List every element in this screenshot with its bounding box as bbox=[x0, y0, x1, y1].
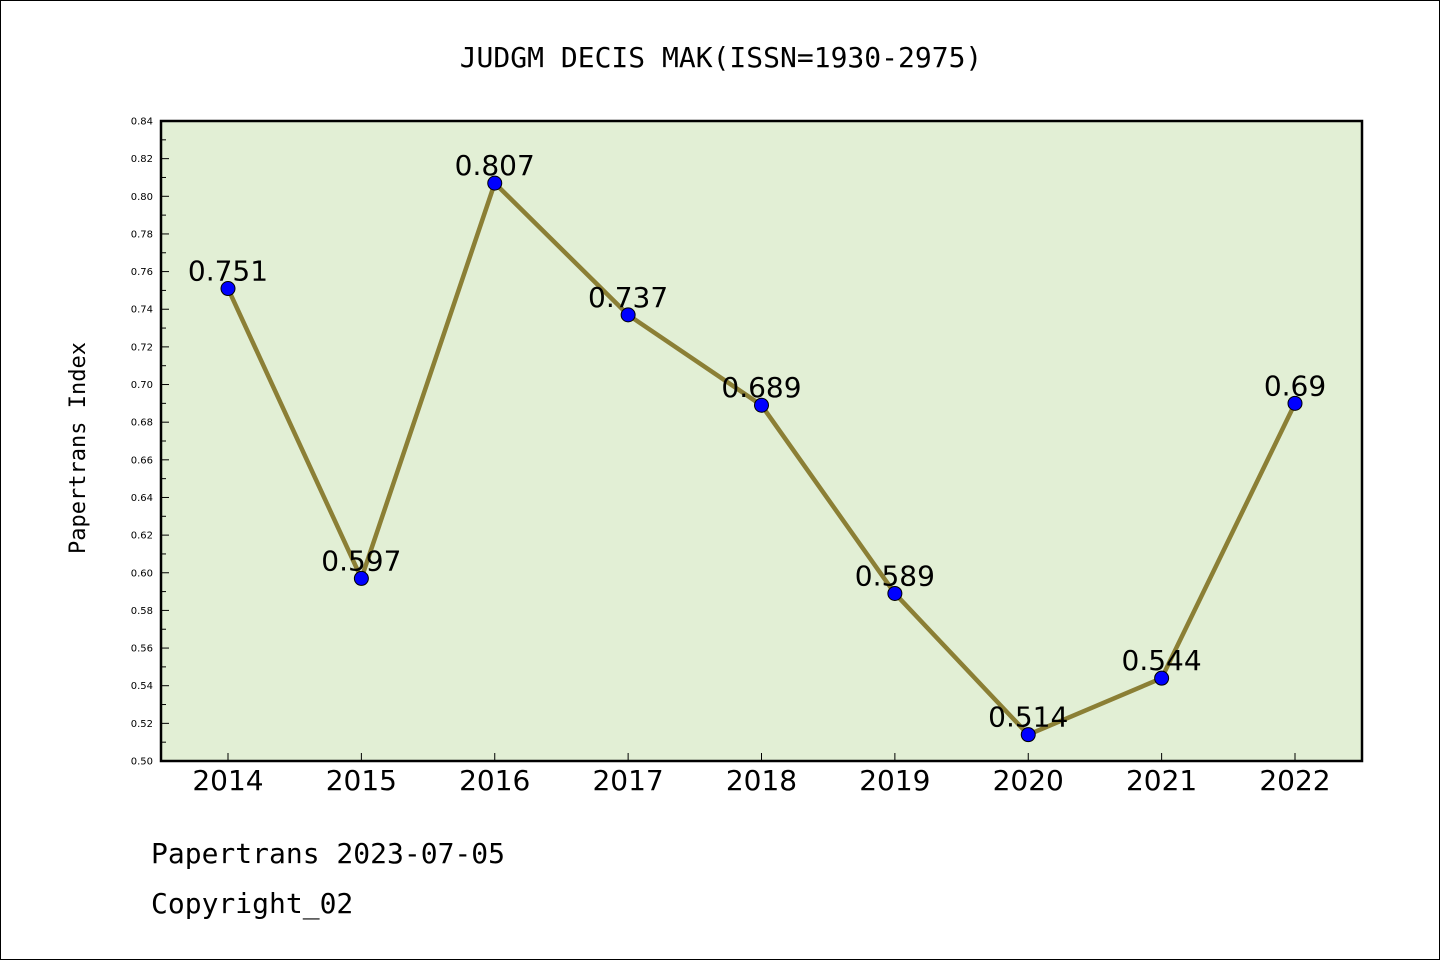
x-tick-label: 2014 bbox=[192, 764, 263, 797]
data-label: 0.69 bbox=[1264, 369, 1326, 402]
footer-copyright-line: Copyright_02 bbox=[151, 887, 354, 920]
x-tick-label: 2020 bbox=[993, 764, 1064, 797]
y-tick-label: 0.72 bbox=[131, 342, 153, 353]
data-point bbox=[754, 397, 769, 413]
y-tick-label: 0.66 bbox=[131, 455, 153, 466]
y-tick-label: 0.64 bbox=[131, 493, 153, 504]
x-tick-label: 2018 bbox=[726, 764, 797, 797]
data-label: 0.597 bbox=[321, 544, 401, 577]
y-tick-label: 0.74 bbox=[131, 305, 153, 316]
data-point bbox=[887, 585, 903, 601]
y-tick-label: 0.62 bbox=[131, 531, 153, 542]
y-axis-label: Papertrans Index bbox=[66, 342, 91, 554]
data-label: 0.737 bbox=[588, 281, 668, 314]
points-layer bbox=[220, 175, 1303, 743]
data-label: 0.689 bbox=[721, 371, 801, 404]
chart-title: JUDGM DECIS MAK(ISSN=1930-2975) bbox=[460, 41, 983, 74]
y-tick-label: 0.58 bbox=[131, 606, 153, 617]
y-tick-label: 0.78 bbox=[131, 229, 153, 240]
data-point bbox=[620, 307, 636, 323]
y-tick-label: 0.84 bbox=[131, 117, 153, 128]
x-tick-label: 2015 bbox=[326, 764, 397, 797]
y-tick-label: 0.80 bbox=[131, 192, 153, 203]
data-point bbox=[220, 281, 236, 297]
data-label: 0.544 bbox=[1122, 644, 1202, 677]
y-tick-label: 0.52 bbox=[131, 719, 153, 730]
x-tick-label: 2021 bbox=[1126, 764, 1197, 797]
x-tick-label: 2022 bbox=[1259, 764, 1330, 797]
y-tick-label: 0.60 bbox=[131, 568, 153, 579]
data-point bbox=[1020, 727, 1036, 743]
y-tick-label: 0.70 bbox=[131, 380, 153, 391]
data-point bbox=[1154, 670, 1170, 686]
x-tick-label: 2016 bbox=[459, 764, 530, 797]
data-point bbox=[1287, 395, 1303, 411]
y-axis-ticks: 0.50 0.52 0.54 0.56 0.58 0.60 0.62 0.64 0.66 0.68… bbox=[131, 117, 169, 768]
data-point bbox=[353, 570, 369, 586]
footer-date-line: Papertrans 2023-07-05 bbox=[151, 837, 506, 870]
x-tick-label: 2019 bbox=[859, 764, 930, 797]
data-label: 0.807 bbox=[455, 149, 535, 182]
data-label: 0.589 bbox=[855, 559, 935, 592]
x-tick-label: 2017 bbox=[592, 764, 663, 797]
y-tick-label: 0.54 bbox=[131, 681, 153, 692]
data-point bbox=[487, 175, 503, 191]
y-tick-label: 0.82 bbox=[131, 154, 153, 165]
data-label: 0.751 bbox=[188, 255, 268, 288]
y-tick-label: 0.76 bbox=[131, 267, 153, 278]
y-tick-label: 0.68 bbox=[131, 418, 153, 429]
x-axis-ticks: 2014 2015 2016 2017 2018 2019 2020 2021 2022 bbox=[192, 753, 1331, 797]
data-label: 0.514 bbox=[988, 701, 1068, 734]
y-tick-label: 0.50 bbox=[131, 757, 153, 768]
y-tick-label: 0.56 bbox=[131, 644, 153, 655]
plot-area bbox=[159, 119, 1364, 763]
data-labels-layer: 0.751 0.597 0.807 0.737 0.689 0.589 0.514 0.544… bbox=[188, 149, 1326, 734]
